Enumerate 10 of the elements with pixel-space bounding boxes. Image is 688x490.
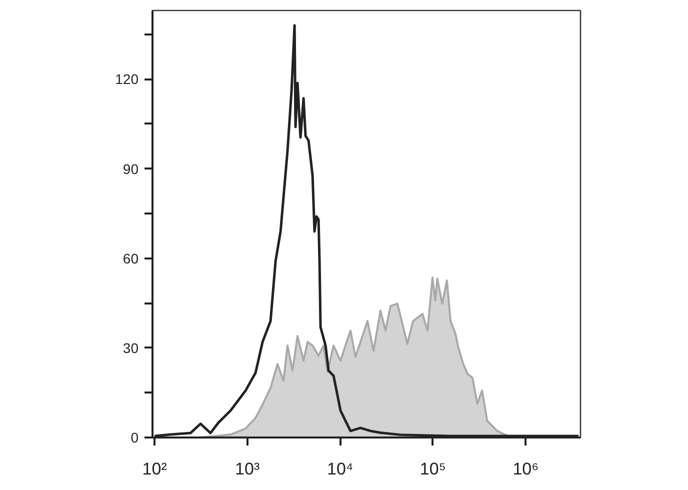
y-tick-label: 0	[130, 430, 139, 446]
y-tick-label: 90	[122, 160, 139, 177]
x-tick-label: 10⁵	[420, 460, 446, 478]
x-tick-label: 10³	[235, 460, 260, 478]
y-tick-label: 120	[115, 71, 139, 88]
x-tick-label: 10²	[142, 460, 168, 478]
y-tick-label: 30	[122, 340, 139, 356]
y-tick-label: 60	[122, 250, 139, 266]
x-tick-label: 10⁶	[512, 460, 539, 478]
x-tick-label: 10⁴	[327, 460, 354, 478]
